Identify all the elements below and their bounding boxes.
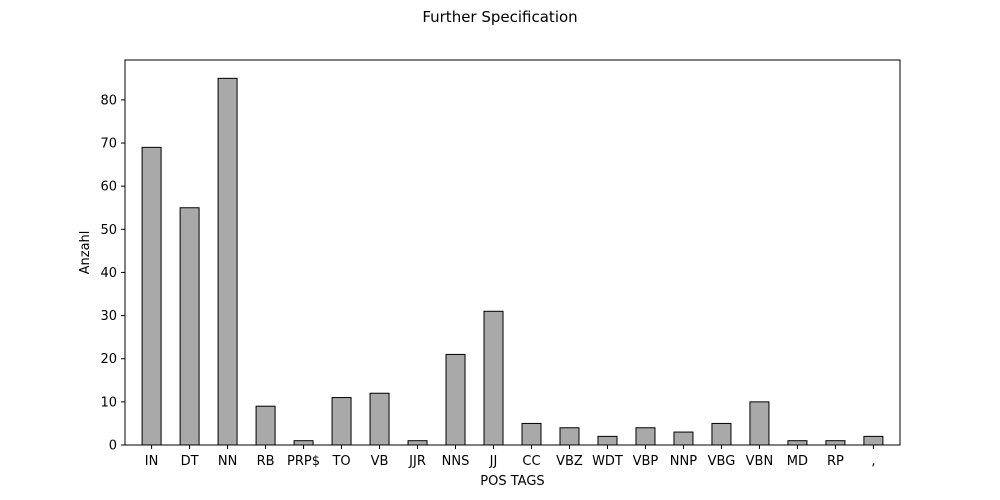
y-tick-label: 60 (100, 180, 117, 195)
plot-frame (124, 59, 901, 446)
x-tick-label: NNP (670, 454, 697, 469)
x-axis: IN DT NN RB PRP$ TO VB JJR NNS JJ CC VBZ WDT VBP NNP VB… (145, 445, 875, 469)
x-tick-label: NN (218, 454, 237, 469)
x-tick-label: VBG (708, 454, 736, 469)
y-tick-label: 10 (100, 395, 117, 410)
bar-12 (597, 435, 618, 446)
bar-1 (179, 207, 200, 446)
x-tick-label: NNS (442, 454, 470, 469)
bar-3 (255, 405, 276, 446)
chart-title: Further Specification (422, 8, 577, 26)
x-tick-label: PRP$ (287, 454, 320, 469)
x-tick-label: VBZ (556, 454, 583, 469)
bar-13 (635, 427, 656, 446)
x-tick-label: IN (145, 454, 159, 469)
bar-11 (559, 427, 580, 446)
y-tick-label: 0 (109, 439, 117, 454)
bar-19 (863, 435, 884, 446)
bar-17 (787, 440, 808, 446)
bar-0 (141, 146, 162, 446)
bar-18 (825, 440, 846, 446)
bars-group (141, 77, 884, 446)
bar-5 (331, 397, 352, 446)
bar-10 (521, 422, 542, 446)
y-tick-label: 80 (100, 93, 117, 108)
x-tick-label: , (871, 454, 875, 469)
bar-9 (483, 310, 504, 446)
bar-15 (711, 422, 732, 446)
bar-4 (293, 440, 314, 446)
y-tick-label: 70 (100, 137, 117, 152)
y-tick-label: 40 (100, 266, 117, 281)
x-tick-label: VB (371, 454, 389, 469)
y-tick-label: 20 (100, 352, 117, 367)
y-axis-label: Anzahl (78, 231, 93, 275)
x-tick-label: JJ (489, 454, 498, 469)
x-tick-label: CC (522, 454, 540, 469)
x-tick-label: DT (181, 454, 199, 469)
bar-2 (217, 77, 238, 446)
y-tick-label: 50 (100, 223, 117, 238)
x-tick-label: TO (331, 454, 350, 469)
x-axis-label: POS TAGS (480, 474, 544, 489)
x-tick-label: WDT (592, 454, 623, 469)
x-tick-label: VBN (746, 454, 774, 469)
bar-16 (749, 401, 770, 446)
x-tick-label: RP (827, 454, 844, 469)
bar-14 (673, 431, 694, 446)
y-axis: 0 10 20 30 40 50 60 70 80 (100, 93, 125, 454)
bar-7 (407, 440, 428, 446)
bar-6 (369, 392, 390, 446)
bar-8 (445, 353, 466, 446)
x-tick-label: MD (787, 454, 808, 469)
x-tick-label: JJR (408, 454, 426, 469)
y-tick-label: 30 (100, 309, 117, 324)
x-tick-label: RB (257, 454, 275, 469)
x-tick-label: VBP (633, 454, 659, 469)
